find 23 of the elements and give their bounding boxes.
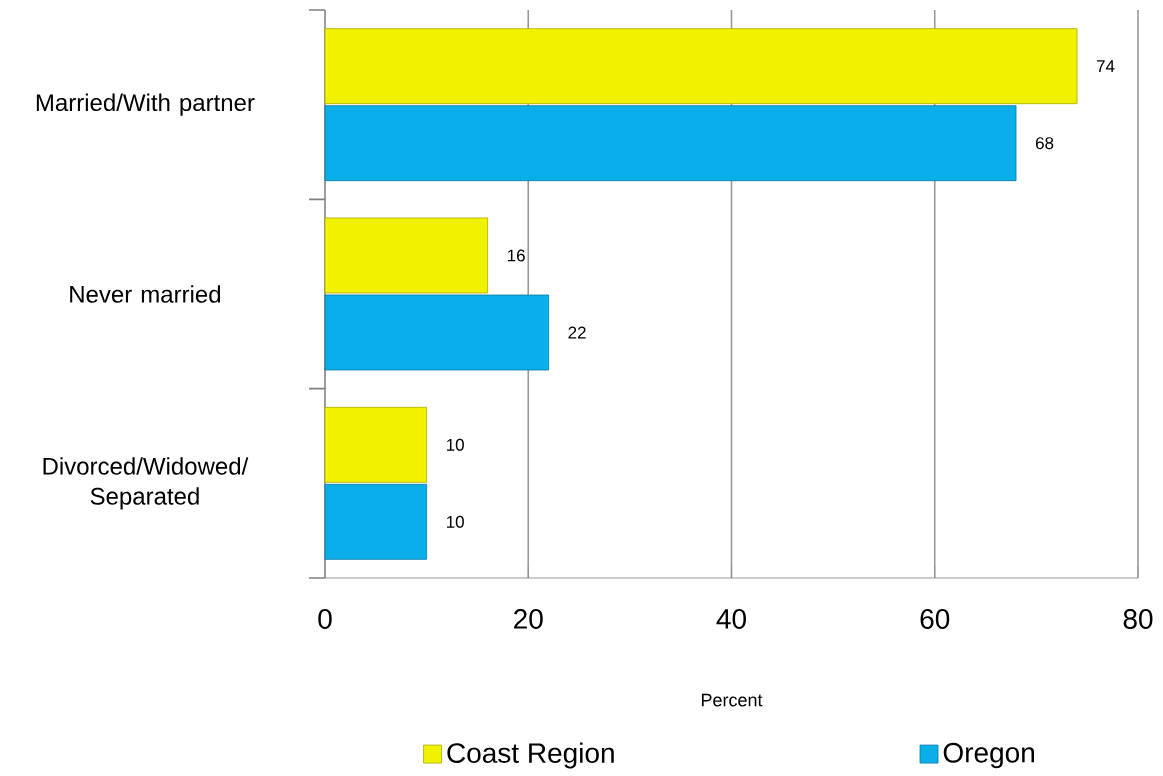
x-tick-label: 80 <box>1123 609 1153 629</box>
data-label: 16 <box>507 249 525 262</box>
legend-label: Coast Region <box>447 742 614 769</box>
bar <box>324 217 488 294</box>
x-axis-title: Percent <box>701 693 763 707</box>
data-label: 68 <box>1035 137 1054 150</box>
data-label: 74 <box>1096 60 1115 73</box>
legend-label: Oregon <box>943 742 1034 769</box>
x-tick-label: 20 <box>514 609 543 629</box>
data-label: 10 <box>446 515 464 528</box>
bar <box>324 294 549 371</box>
bar <box>324 406 428 483</box>
x-tick-label: 40 <box>716 609 746 629</box>
x-tick-label: 0 <box>318 609 332 629</box>
data-label: 22 <box>568 326 586 339</box>
y-tick-label: Never married <box>70 285 221 303</box>
bar <box>324 105 1017 182</box>
bar <box>324 28 1078 105</box>
y-tick-label: Divorced/Widowed/ Separated <box>43 457 249 510</box>
data-label: 10 <box>446 438 464 451</box>
bar <box>324 483 428 560</box>
y-tick-label: Married/With partner <box>36 93 255 116</box>
x-tick-label: 60 <box>920 609 950 629</box>
